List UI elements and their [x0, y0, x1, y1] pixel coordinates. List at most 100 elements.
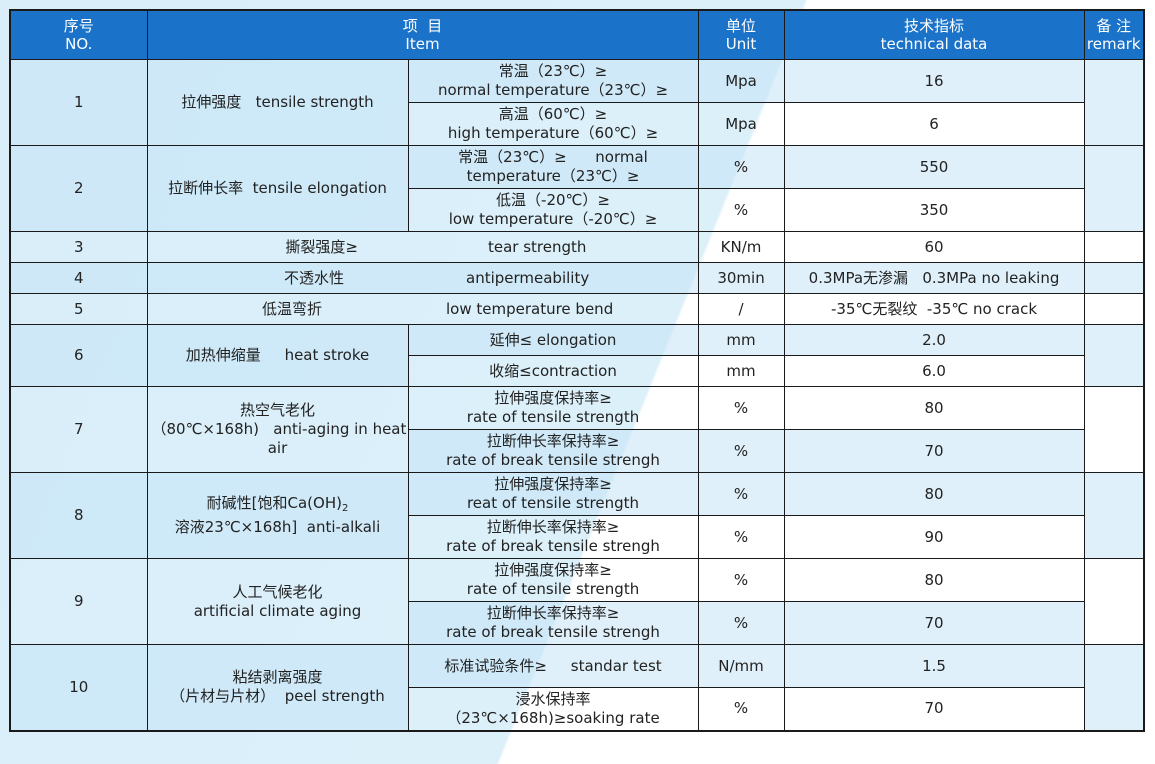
row-value: 0.3MPa无渗漏 0.3MPa no leaking	[783, 262, 1085, 294]
row-value: 70	[783, 429, 1085, 473]
row-value: 60	[783, 231, 1085, 263]
row-no: 5	[9, 293, 148, 325]
row-remark	[1083, 386, 1145, 473]
table-row: 9 人工气候老化 artificial climate aging 拉伸强度保持率…	[9, 558, 1145, 645]
table-row: 拉断伸长率保持率≥ rate of break tensile strengh %…	[10, 429, 1144, 473]
row-remark	[1083, 644, 1145, 731]
table-row: 8 耐碱性[饱和Ca(OH)2 溶液23℃×168h] anti-alkali 拉…	[9, 472, 1145, 559]
row-subitem: 高温（60℃）≥ high temperature（60℃）≥	[407, 102, 699, 146]
row-subitem: 低温（-20℃）≥ low temperature（-20℃）≥	[407, 188, 699, 232]
row-value: 90	[783, 515, 1085, 559]
row-value: 16	[783, 59, 1085, 103]
row-subitem: 收缩≤contraction	[407, 355, 699, 387]
table-row: 5 低温弯折 low temperature bend / -35℃无裂纹 -3…	[9, 293, 1145, 325]
row-value: 70	[783, 687, 1085, 731]
table-row: 低温（-20℃）≥ low temperature（-20℃）≥ % 350	[10, 188, 1144, 232]
row-subitem: 常温（23℃）≥ normal temperature（23℃）≥	[407, 59, 699, 103]
row-unit: %	[697, 601, 785, 645]
row-unit: %	[697, 386, 785, 430]
row-remark	[1083, 59, 1145, 146]
row-subitem: 拉断伸长率保持率≥ rate of break tensile strengh	[407, 601, 699, 645]
row-no: 1	[9, 59, 148, 146]
row-remark	[1083, 293, 1145, 325]
row-item: 耐碱性[饱和Ca(OH)2 溶液23℃×168h] anti-alkali	[146, 472, 409, 559]
table-row: 浸水保持率 （23℃×168h)≥soaking rate % 70	[10, 687, 1144, 731]
row-item-en: antipermeability	[408, 262, 699, 294]
row-subitem: 拉伸强度保持率≥ rate of tensile strength	[407, 558, 699, 602]
spec-table-wrapper: 序号 NO. 项 目 Item 单位 Unit 技术指标 technical data …	[9, 9, 1146, 732]
row-unit: %	[697, 687, 785, 731]
row-item-en: tear strength	[408, 231, 699, 263]
row-item-cn: 撕裂强度≥	[146, 231, 408, 263]
row-value: 350	[783, 188, 1085, 232]
header-row: 序号 NO. 项 目 Item 单位 Unit 技术指标 technical data …	[9, 9, 1145, 60]
row-subitem: 延伸≤ elongation	[407, 324, 699, 356]
row-remark	[1083, 262, 1145, 294]
row-subitem: 拉伸强度保持率≥ reat of tensile strength	[407, 472, 699, 516]
row-remark	[1083, 558, 1145, 645]
table-row: 拉断伸长率保持率≥ rate of break tensile strengh %…	[10, 515, 1144, 559]
row-item: 粘结剥离强度 （片材与片材） peel strength	[146, 644, 409, 731]
row-unit: %	[697, 515, 785, 559]
row-no: 7	[9, 386, 148, 473]
header-technical-data: 技术指标 technical data	[783, 9, 1085, 60]
table-row: 1 拉伸强度 tensile strength 常温（23℃）≥ normal t…	[9, 59, 1145, 146]
table-row: 3 撕裂强度≥ tear strength KN/m 60	[9, 231, 1145, 263]
table-row: 4 不透水性 antipermeability 30min 0.3MPa无渗漏 …	[9, 262, 1145, 294]
row-item-cn: 低温弯折	[146, 293, 408, 325]
row-item: 加热伸缩量 heat stroke	[146, 324, 409, 387]
row-subitem: 浸水保持率 （23℃×168h)≥soaking rate	[407, 687, 699, 731]
row-no: 6	[9, 324, 148, 387]
row-remark	[1083, 145, 1145, 232]
row-remark	[1083, 324, 1145, 387]
row-value: 6.0	[783, 355, 1085, 387]
row-remark	[1083, 472, 1145, 559]
table-row: 2 拉断伸长率 tensile elongation 常温（23℃）≥ norm…	[9, 145, 1145, 232]
row-value: 80	[783, 386, 1085, 430]
row-unit: mm	[697, 355, 785, 387]
table-row: 拉断伸长率保持率≥ rate of break tensile strengh %…	[10, 601, 1144, 645]
header-no: 序号 NO.	[9, 9, 148, 60]
row-unit: /	[697, 293, 785, 325]
row-value: 1.5	[783, 644, 1085, 688]
row-value: 2.0	[783, 324, 1085, 356]
row-unit: Mpa	[697, 59, 785, 103]
row-subitem: 拉断伸长率保持率≥ rate of break tensile strengh	[407, 515, 699, 559]
row-unit: %	[697, 145, 785, 189]
row-item: 拉伸强度 tensile strength	[146, 59, 409, 146]
row-no: 8	[9, 472, 148, 559]
row-value: 80	[783, 558, 1085, 602]
row-no: 4	[9, 262, 148, 294]
row-unit: KN/m	[697, 231, 785, 263]
row-value: 80	[783, 472, 1085, 516]
row-unit: Mpa	[697, 102, 785, 146]
header-unit: 单位 Unit	[697, 9, 785, 60]
row-no: 2	[9, 145, 148, 232]
row-item-cn: 不透水性	[146, 262, 408, 294]
row-unit: N/mm	[697, 644, 785, 688]
row-no: 9	[9, 558, 148, 645]
table-row: 10 粘结剥离强度 （片材与片材） peel strength 标准试验条件≥ s…	[9, 644, 1145, 731]
header-item: 项 目 Item	[146, 9, 699, 60]
row-value: 550	[783, 145, 1085, 189]
row-unit: mm	[697, 324, 785, 356]
row-remark	[1083, 231, 1145, 263]
row-value: 70	[783, 601, 1085, 645]
spec-table: 序号 NO. 项 目 Item 单位 Unit 技术指标 technical data …	[9, 9, 1146, 732]
row-unit: %	[697, 558, 785, 602]
row-item: 人工气候老化 artificial climate aging	[146, 558, 409, 645]
row-subitem: 标准试验条件≥ standar test	[407, 644, 699, 688]
row-no: 3	[9, 231, 148, 263]
row-unit: %	[697, 429, 785, 473]
row-unit: 30min	[697, 262, 785, 294]
row-subitem: 拉断伸长率保持率≥ rate of break tensile strengh	[407, 429, 699, 473]
row-subitem: 拉伸强度保持率≥ rate of tensile strength	[407, 386, 699, 430]
table-row: 高温（60℃）≥ high temperature（60℃）≥ Mpa 6	[10, 102, 1144, 146]
row-unit: %	[697, 472, 785, 516]
row-item: 拉断伸长率 tensile elongation	[146, 145, 409, 232]
row-value: -35℃无裂纹 -35℃ no crack	[783, 293, 1085, 325]
row-item: 热空气老化 （80℃×168h) anti-aging in heat air	[146, 386, 409, 473]
row-item-en: low temperature bend	[408, 293, 699, 325]
table-row: 6 加热伸缩量 heat stroke 延伸≤ elongation mm 2.…	[9, 324, 1145, 387]
row-unit: %	[697, 188, 785, 232]
